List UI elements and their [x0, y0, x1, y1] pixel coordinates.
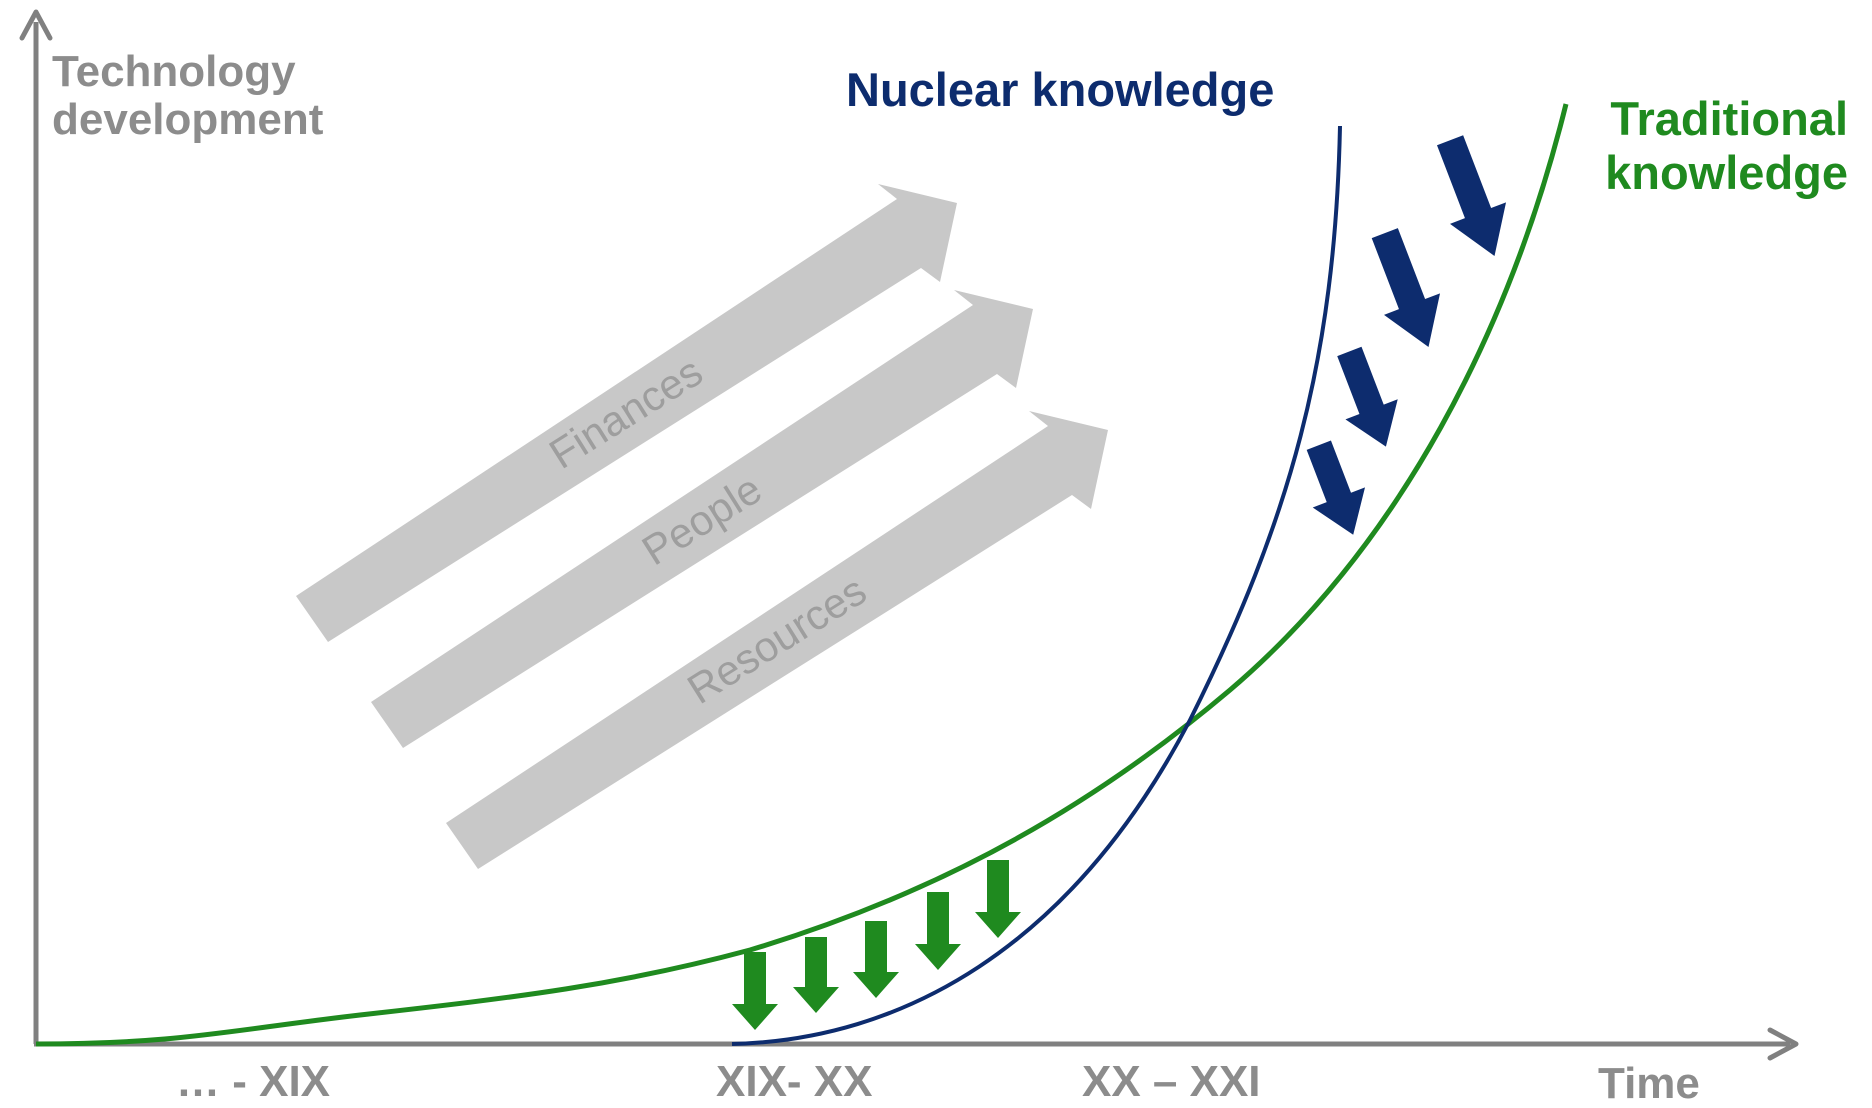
green-arrow-down-icon — [915, 892, 961, 970]
green-arrow-down-icon — [732, 952, 778, 1030]
y-axis-arrowhead — [19, 9, 53, 41]
x-axis-arrowhead — [1767, 1027, 1799, 1061]
green-arrow-down-icon — [975, 860, 1021, 938]
traditional-label-line-1: Traditional — [1610, 92, 1848, 145]
band-finances-arrow — [296, 184, 957, 642]
traditional-knowledge-curve — [35, 103, 1569, 1047]
y-axis-title-line-1: Technology — [52, 47, 296, 96]
blue-arrow-down-icon — [1436, 135, 1507, 257]
green-arrow-down-icon — [853, 921, 899, 998]
blue-arrow-down-icon — [1337, 346, 1398, 447]
x-axis-title: Time — [1598, 1059, 1700, 1108]
nuclear-knowledge-curve — [731, 125, 1342, 1046]
band-resources-label: Resources — [679, 566, 874, 713]
x-tick-label: XX – XXI — [1082, 1057, 1261, 1106]
x-tick-label: XIX- XX — [716, 1057, 873, 1106]
x-tick-label: … - XIX — [176, 1057, 331, 1106]
resource-bands: Finances People Resources — [296, 184, 1108, 869]
band-resources-arrow — [446, 411, 1108, 869]
y-axis-title: Technology development — [52, 47, 324, 145]
traditional-label-line-2: knowledge — [1605, 145, 1848, 199]
traditional-knowledge-label: Traditional knowledge — [1605, 92, 1848, 199]
blue-arrow-down-icon — [1371, 228, 1441, 348]
green-transfer-arrows — [732, 860, 1021, 1030]
blue-transfer-arrows — [1306, 135, 1507, 535]
nuclear-knowledge-label: Nuclear knowledge — [846, 63, 1275, 116]
band-people-arrow — [371, 290, 1033, 748]
axes — [19, 9, 1799, 1061]
green-arrow-down-icon — [793, 937, 839, 1013]
blue-arrow-down-icon — [1306, 440, 1366, 535]
knowledge-curves — [35, 103, 1569, 1047]
y-axis-title-line-2: development — [52, 95, 324, 145]
